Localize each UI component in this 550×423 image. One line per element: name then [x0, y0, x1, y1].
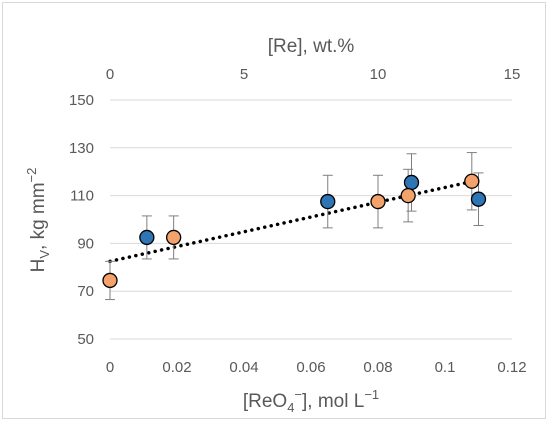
y-axis-title-main: H: [28, 259, 49, 273]
trendline: [108, 178, 481, 264]
error-bars: [105, 152, 484, 301]
bottom-axis-title-main: [ReO: [243, 391, 287, 412]
x-bottom-tick-label: 0.06: [296, 359, 325, 376]
bottom-axis-title: [ReO4−], mol L−1: [243, 387, 379, 415]
x-top-tick-label: 15: [504, 66, 521, 83]
data-point: [400, 187, 416, 204]
data-point: [320, 193, 336, 210]
data-points: [102, 173, 487, 289]
x-top-tick-label: 0: [106, 66, 114, 83]
bottom-axis-title-sup: −: [294, 387, 302, 402]
bottom-axis-title-rest: ], mol L: [302, 391, 364, 412]
bottom-axis-title-sup2: −1: [364, 387, 379, 402]
bottom-axis-title-sub: 4: [287, 400, 294, 415]
chart-frame: [2, 2, 546, 419]
trendline-group: [108, 178, 481, 264]
top-axis-title: [Re], wt.%: [268, 36, 355, 57]
data-point: [165, 229, 182, 246]
y-axis-title-rest: , kg mm: [28, 182, 49, 250]
y-tick-label: 50: [77, 331, 94, 348]
data-point: [403, 174, 420, 191]
y-tick-label: 110: [70, 188, 94, 205]
x-bottom-tick-label: 0.08: [363, 359, 392, 376]
x-bottom-tick-label: 0.02: [162, 359, 191, 376]
x-bottom-tick-label: 0.04: [229, 359, 258, 376]
tick-labels: 50 70 90 110 130 150 0 0.02 0.04 0.06 0.08 0.1 0.12 0…: [69, 66, 527, 376]
x-top-tick-label: 5: [240, 66, 248, 83]
x-bottom-tick-label: 0: [106, 359, 114, 376]
y-axis-title-sup: −2: [24, 168, 39, 183]
y-axis-title-sub: V: [37, 250, 52, 259]
data-point: [464, 173, 480, 189]
y-tick-label: 70: [77, 283, 94, 300]
grid-lines: [110, 99, 512, 340]
y-tick-label: 150: [69, 92, 94, 109]
data-point: [102, 272, 118, 289]
x-top-tick-label: 10: [370, 66, 387, 83]
data-point: [470, 191, 487, 207]
y-axis-title: HV, kg mm−2: [24, 168, 52, 273]
x-bottom-tick-label: 0.1: [435, 359, 456, 376]
y-tick-label: 90: [77, 235, 94, 252]
data-point: [370, 193, 386, 210]
x-bottom-tick-label: 0.12: [497, 359, 526, 376]
data-point: [139, 229, 155, 246]
y-tick-label: 130: [69, 140, 94, 157]
